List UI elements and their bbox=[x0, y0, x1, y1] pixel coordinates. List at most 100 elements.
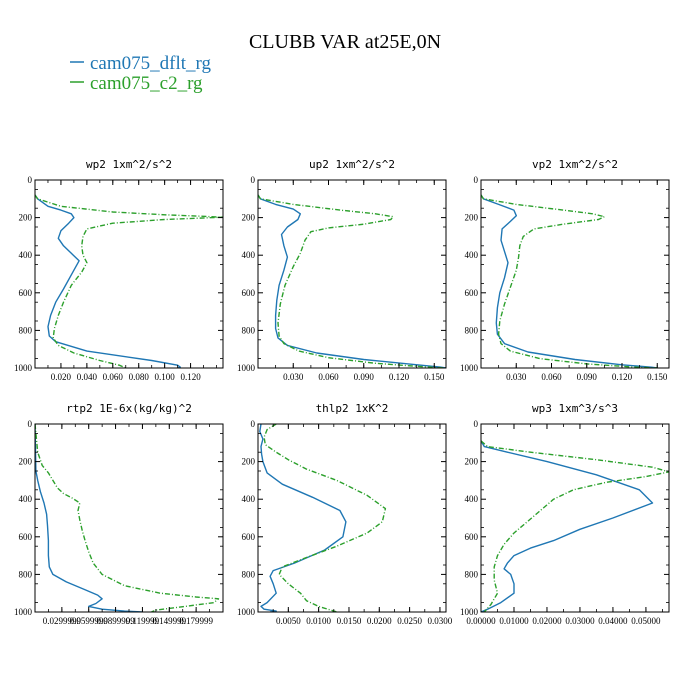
y-tick-label: 0 bbox=[474, 175, 479, 185]
x-tick-label: 0.149999 bbox=[152, 616, 186, 626]
x-tick-label: 0.030 bbox=[506, 372, 527, 382]
x-tick-label: 0.00000 bbox=[466, 616, 496, 626]
y-tick-label: 600 bbox=[465, 288, 479, 298]
x-tick-label: 0.030 bbox=[283, 372, 304, 382]
panel-title: wp3 1xm^3/s^3 bbox=[532, 402, 618, 415]
x-tick-label: 0.020 bbox=[51, 372, 72, 382]
y-tick-label: 0 bbox=[28, 419, 33, 429]
x-tick-label: 0.119999 bbox=[126, 616, 160, 626]
y-tick-label: 1000 bbox=[460, 363, 479, 373]
chart-panel-3: vp2 1xm^2/s^2 0 200 400 600 800 1000 0.030 0.060… bbox=[460, 158, 670, 382]
plot-frame bbox=[480, 423, 670, 613]
plot-frame bbox=[34, 423, 224, 613]
series-line-dflt bbox=[259, 424, 347, 612]
y-tick-label: 600 bbox=[19, 532, 33, 542]
x-tick-label: 0.120 bbox=[180, 372, 201, 382]
series-line-dflt bbox=[35, 194, 181, 368]
series-line-dflt bbox=[258, 194, 446, 368]
y-tick-label: 0 bbox=[251, 175, 256, 185]
y-tick-label: 0 bbox=[28, 175, 33, 185]
y-tick-label: 0 bbox=[251, 419, 256, 429]
x-tick-label: 0.100 bbox=[155, 372, 176, 382]
series-line-c2 bbox=[263, 424, 387, 612]
plot-frame bbox=[34, 179, 224, 369]
plot-frame bbox=[480, 179, 670, 369]
y-tick-label: 200 bbox=[242, 213, 256, 223]
x-tick-label: 0.02000 bbox=[532, 616, 562, 626]
series-line-dflt bbox=[35, 424, 143, 612]
panel-title: up2 1xm^2/s^2 bbox=[309, 158, 395, 171]
x-tick-label: 0.060 bbox=[318, 372, 339, 382]
figure-title: CLUBB VAR at25E,0N bbox=[249, 31, 441, 53]
y-tick-label: 400 bbox=[465, 494, 479, 504]
y-tick-label: 600 bbox=[242, 288, 256, 298]
y-tick-label: 800 bbox=[465, 325, 479, 335]
series-line-dflt bbox=[481, 194, 658, 368]
y-tick-label: 200 bbox=[465, 457, 479, 467]
x-tick-label: 0.080 bbox=[129, 372, 150, 382]
panel-title: rtp2 1E-6x(kg/kg)^2 bbox=[66, 402, 192, 415]
series-line-c2 bbox=[258, 194, 446, 368]
chart-panel-1: wp2 1xm^2/s^2 0 200 400 600 800 1000 0.020 0.040… bbox=[14, 158, 224, 382]
x-tick-label: 0.060 bbox=[103, 372, 124, 382]
plot-frame bbox=[257, 179, 447, 369]
x-tick-label: 0.0200 bbox=[367, 616, 392, 626]
plot-frame bbox=[257, 423, 447, 613]
legend-label-c2: cam075_c2_rg bbox=[90, 73, 203, 94]
y-tick-label: 400 bbox=[242, 494, 256, 504]
y-tick-label: 400 bbox=[242, 250, 256, 260]
y-tick-label: 600 bbox=[465, 532, 479, 542]
x-tick-label: 0.03000 bbox=[565, 616, 595, 626]
panel-grid: wp2 1xm^2/s^2 0 200 400 600 800 1000 0.020 0.040… bbox=[14, 158, 670, 626]
chart-panel-4: rtp2 1E-6x(kg/kg)^2 0 200 400 600 800 1000 0.02… bbox=[14, 402, 224, 626]
chart-panel-2: up2 1xm^2/s^2 0 200 400 600 800 1000 0.030 0.060… bbox=[237, 158, 447, 382]
y-tick-label: 1000 bbox=[237, 607, 256, 617]
x-tick-label: 0.150 bbox=[647, 372, 668, 382]
x-tick-label: 0.040 bbox=[77, 372, 98, 382]
y-tick-label: 400 bbox=[19, 494, 33, 504]
y-tick-label: 200 bbox=[465, 213, 479, 223]
y-tick-label: 800 bbox=[242, 569, 256, 579]
x-tick-label: 0.090 bbox=[577, 372, 598, 382]
y-tick-label: 800 bbox=[19, 569, 33, 579]
panel-title: thlp2 1xK^2 bbox=[316, 402, 389, 415]
x-tick-label: 0.0050 bbox=[276, 616, 301, 626]
y-tick-label: 200 bbox=[19, 213, 33, 223]
y-tick-label: 0 bbox=[474, 419, 479, 429]
x-tick-label: 0.150 bbox=[424, 372, 445, 382]
x-tick-label: 0.0300 bbox=[428, 616, 453, 626]
y-tick-label: 600 bbox=[19, 288, 33, 298]
x-tick-label: 0.060 bbox=[541, 372, 562, 382]
x-tick-label: 0.0150 bbox=[337, 616, 362, 626]
x-tick-label: 0.01000 bbox=[499, 616, 529, 626]
y-tick-label: 200 bbox=[242, 457, 256, 467]
y-tick-label: 800 bbox=[19, 325, 33, 335]
series-line-c2 bbox=[35, 194, 223, 368]
x-tick-label: 0.120 bbox=[389, 372, 410, 382]
panel-title: vp2 1xm^2/s^2 bbox=[532, 158, 618, 171]
series-line-c2 bbox=[481, 440, 669, 612]
y-tick-label: 600 bbox=[242, 532, 256, 542]
x-tick-label: 0.0250 bbox=[397, 616, 422, 626]
y-tick-label: 1000 bbox=[460, 607, 479, 617]
figure-legend: cam075_dflt_rg cam075_c2_rg bbox=[70, 53, 212, 94]
x-tick-label: 0.0599999 bbox=[70, 616, 109, 626]
series-line-c2 bbox=[481, 194, 658, 368]
y-tick-label: 400 bbox=[465, 250, 479, 260]
x-tick-label: 0.120 bbox=[612, 372, 633, 382]
y-tick-label: 800 bbox=[465, 569, 479, 579]
series-line-dflt bbox=[481, 440, 654, 612]
y-tick-label: 800 bbox=[242, 325, 256, 335]
x-tick-label: 0.0299999 bbox=[43, 616, 82, 626]
y-tick-label: 400 bbox=[19, 250, 33, 260]
y-tick-label: 200 bbox=[19, 457, 33, 467]
series-line-c2 bbox=[35, 424, 220, 612]
x-tick-label: 0.0100 bbox=[306, 616, 331, 626]
chart-panel-5: thlp2 1xK^2 0 200 400 600 800 1000 0.0050 0.0100… bbox=[237, 402, 453, 626]
x-tick-label: 0.05000 bbox=[631, 616, 661, 626]
y-tick-label: 1000 bbox=[14, 363, 33, 373]
legend-label-dflt: cam075_dflt_rg bbox=[90, 53, 212, 74]
y-tick-label: 1000 bbox=[237, 363, 256, 373]
